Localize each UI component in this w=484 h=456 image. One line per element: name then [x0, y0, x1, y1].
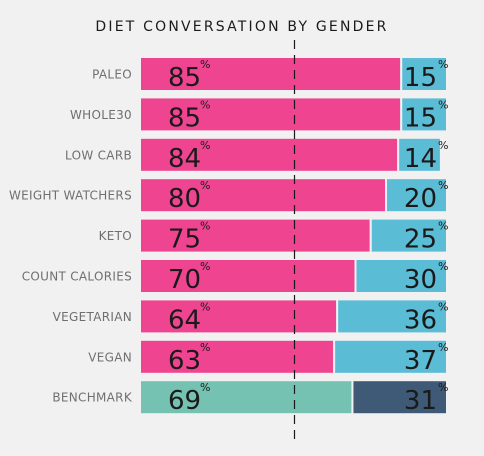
- percent-sign-keto-segment-1: %: [200, 220, 210, 233]
- bar-weight-watchers-segment-2: [387, 179, 446, 212]
- value-label-weight-watchers-segment-2: 20: [404, 184, 437, 214]
- value-label-benchmark-segment-1: 69: [168, 386, 201, 416]
- value-label-keto-segment-1: 75: [168, 225, 201, 255]
- value-label-vegetarian-segment-2: 36: [404, 305, 437, 335]
- value-label-paleo-segment-1: 85: [168, 63, 201, 93]
- percent-sign-keto-segment-2: %: [438, 220, 448, 233]
- value-label-whole30-segment-2: 15: [404, 103, 437, 133]
- value-label-paleo-segment-2: 15: [404, 63, 437, 93]
- value-label-count-calories-segment-1: 70: [168, 265, 201, 295]
- value-label-vegan-segment-1: 63: [168, 346, 201, 376]
- bar-benchmark-segment-1: [141, 381, 352, 414]
- bar-vegan-segment-1: [141, 340, 334, 373]
- value-label-low-carb-segment-2: 14: [404, 144, 437, 174]
- category-label-vegetarian: VEGETARIAN: [53, 310, 132, 324]
- value-label-weight-watchers-segment-1: 80: [168, 184, 201, 214]
- value-label-vegetarian-segment-1: 64: [168, 305, 201, 335]
- bar-whole30-separator: [400, 98, 403, 131]
- value-label-benchmark-segment-2: 31: [404, 386, 437, 416]
- category-label-low-carb: LOW CARB: [65, 148, 132, 162]
- value-label-low-carb-segment-1: 84: [168, 144, 201, 174]
- bar-low-carb-separator: [397, 138, 400, 171]
- bar-keto-separator: [369, 219, 372, 252]
- percent-sign-paleo-segment-1: %: [200, 58, 210, 71]
- category-label-whole30: WHOLE30: [70, 108, 132, 122]
- bar-whole30-segment-1: [141, 98, 401, 131]
- percent-sign-count-calories-segment-2: %: [438, 260, 448, 273]
- percent-sign-weight-watchers-segment-2: %: [438, 179, 448, 192]
- percent-sign-whole30-segment-1: %: [200, 98, 210, 111]
- percent-sign-low-carb-segment-1: %: [200, 139, 210, 152]
- percent-sign-vegan-segment-2: %: [438, 341, 448, 354]
- bar-weight-watchers-separator: [385, 179, 387, 212]
- percent-sign-paleo-segment-2: %: [438, 58, 448, 71]
- percent-sign-benchmark-segment-1: %: [200, 381, 210, 394]
- bar-paleo-separator: [400, 58, 403, 90]
- bar-low-carb-segment-1: [141, 138, 398, 171]
- bar-benchmark-segment-2: [353, 381, 446, 414]
- bar-count-calories-segment-1: [141, 260, 355, 292]
- bar-vegetarian-separator: [336, 300, 339, 333]
- bar-low-carb-segment-2: [399, 138, 440, 171]
- bar-weight-watchers-segment-1: [141, 179, 385, 212]
- percent-sign-weight-watchers-segment-1: %: [200, 179, 210, 192]
- value-label-count-calories-segment-2: 30: [404, 265, 437, 295]
- bar-paleo-segment-2: [402, 58, 446, 90]
- percent-sign-vegetarian-segment-2: %: [438, 300, 448, 313]
- percent-sign-low-carb-segment-2: %: [438, 139, 448, 152]
- category-label-keto: KETO: [99, 229, 132, 243]
- value-label-keto-segment-2: 25: [404, 225, 437, 255]
- bar-vegetarian-segment-2: [338, 300, 446, 333]
- bar-vegan-separator: [333, 340, 336, 373]
- bar-count-calories-separator: [354, 260, 357, 292]
- bar-keto-segment-2: [371, 219, 446, 252]
- bar-count-calories-segment-2: [356, 260, 446, 292]
- bar-vegan-segment-2: [335, 340, 446, 373]
- bar-paleo-segment-1: [141, 58, 401, 90]
- value-label-vegan-segment-2: 37: [404, 346, 437, 376]
- bar-keto-segment-1: [141, 219, 370, 252]
- percent-sign-benchmark-segment-2: %: [438, 381, 448, 394]
- bar-benchmark-separator: [351, 381, 354, 414]
- category-label-weight-watchers: WEIGHT WATCHERS: [9, 189, 132, 203]
- percent-sign-vegetarian-segment-1: %: [200, 300, 210, 313]
- bar-vegetarian-segment-1: [141, 300, 337, 333]
- labels-group: PALEO 85% 15 %WHOLE30 85% 15 %LOW CARB 84% 14 %WE…: [9, 58, 448, 416]
- chart-title: DIET CONVERSATION BY GENDER: [95, 19, 388, 35]
- category-label-vegan: VEGAN: [88, 350, 132, 364]
- category-label-count-calories: COUNT CALORIES: [22, 270, 132, 284]
- percent-sign-vegan-segment-1: %: [200, 341, 210, 354]
- category-label-benchmark: BENCHMARK: [52, 391, 132, 405]
- bar-whole30-segment-2: [402, 98, 446, 131]
- percent-sign-whole30-segment-2: %: [438, 98, 448, 111]
- percent-sign-count-calories-segment-1: %: [200, 260, 210, 273]
- bars-group: [141, 58, 446, 414]
- value-label-whole30-segment-1: 85: [168, 103, 201, 133]
- category-label-paleo: PALEO: [92, 68, 132, 82]
